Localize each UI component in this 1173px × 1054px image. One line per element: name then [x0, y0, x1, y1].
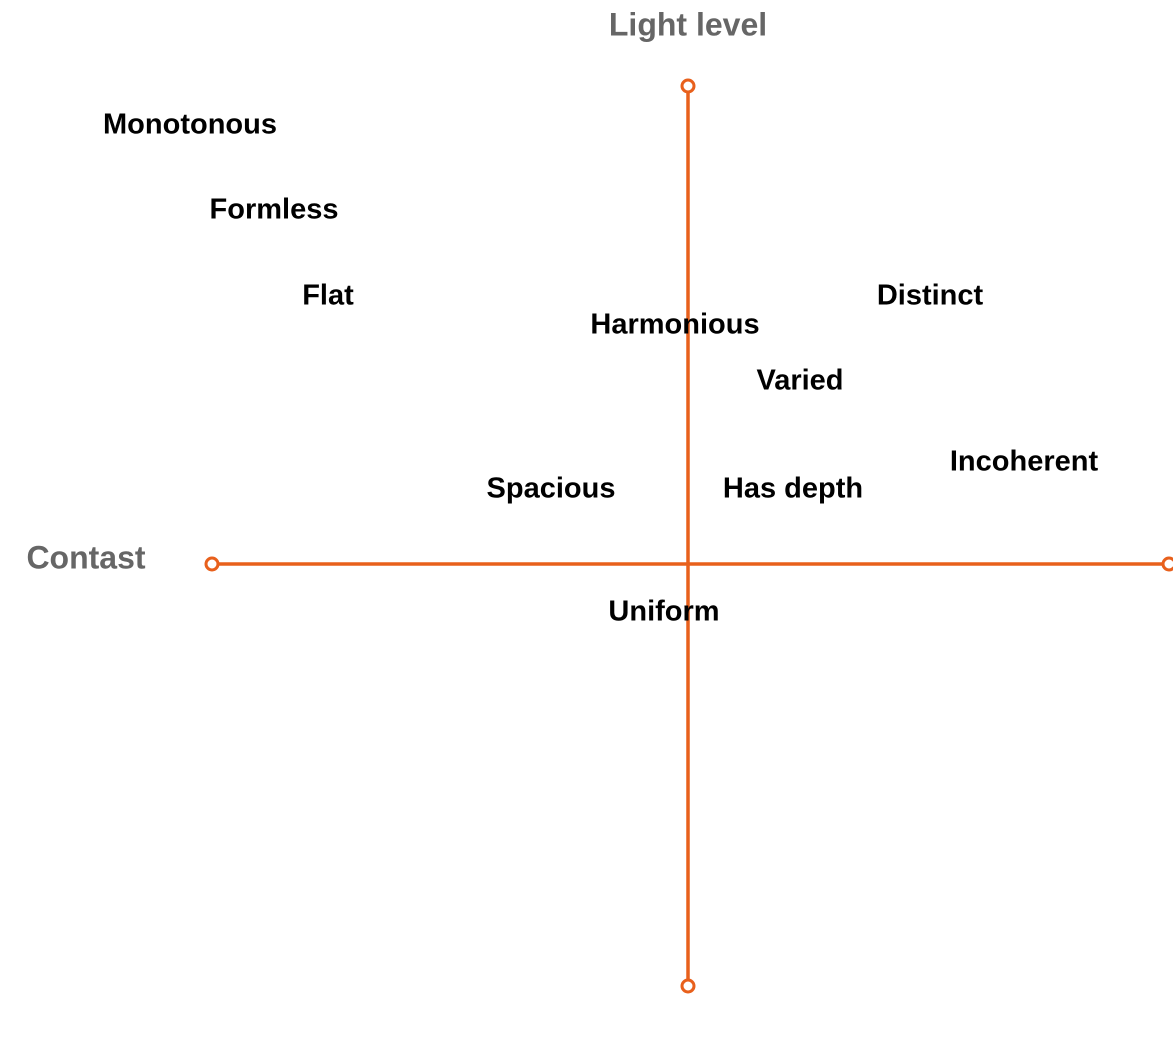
- term: Varied: [756, 365, 843, 397]
- term: Flat: [302, 280, 354, 312]
- term: Spacious: [487, 473, 616, 505]
- horizontal-axis-label: Contast: [26, 539, 145, 575]
- term: Distinct: [877, 280, 984, 312]
- axis-end: [1161, 556, 1173, 572]
- axis-end: [680, 978, 696, 994]
- axis-end: [680, 78, 696, 94]
- term: Uniform: [608, 596, 719, 628]
- axis-end: [204, 556, 220, 572]
- vertical-axis-label: Light level: [609, 6, 767, 42]
- term: Harmonious: [590, 309, 759, 341]
- term: Has depth: [723, 473, 863, 505]
- term: Incoherent: [950, 446, 1099, 478]
- term: Monotonous: [103, 109, 277, 141]
- term: Formless: [210, 194, 339, 226]
